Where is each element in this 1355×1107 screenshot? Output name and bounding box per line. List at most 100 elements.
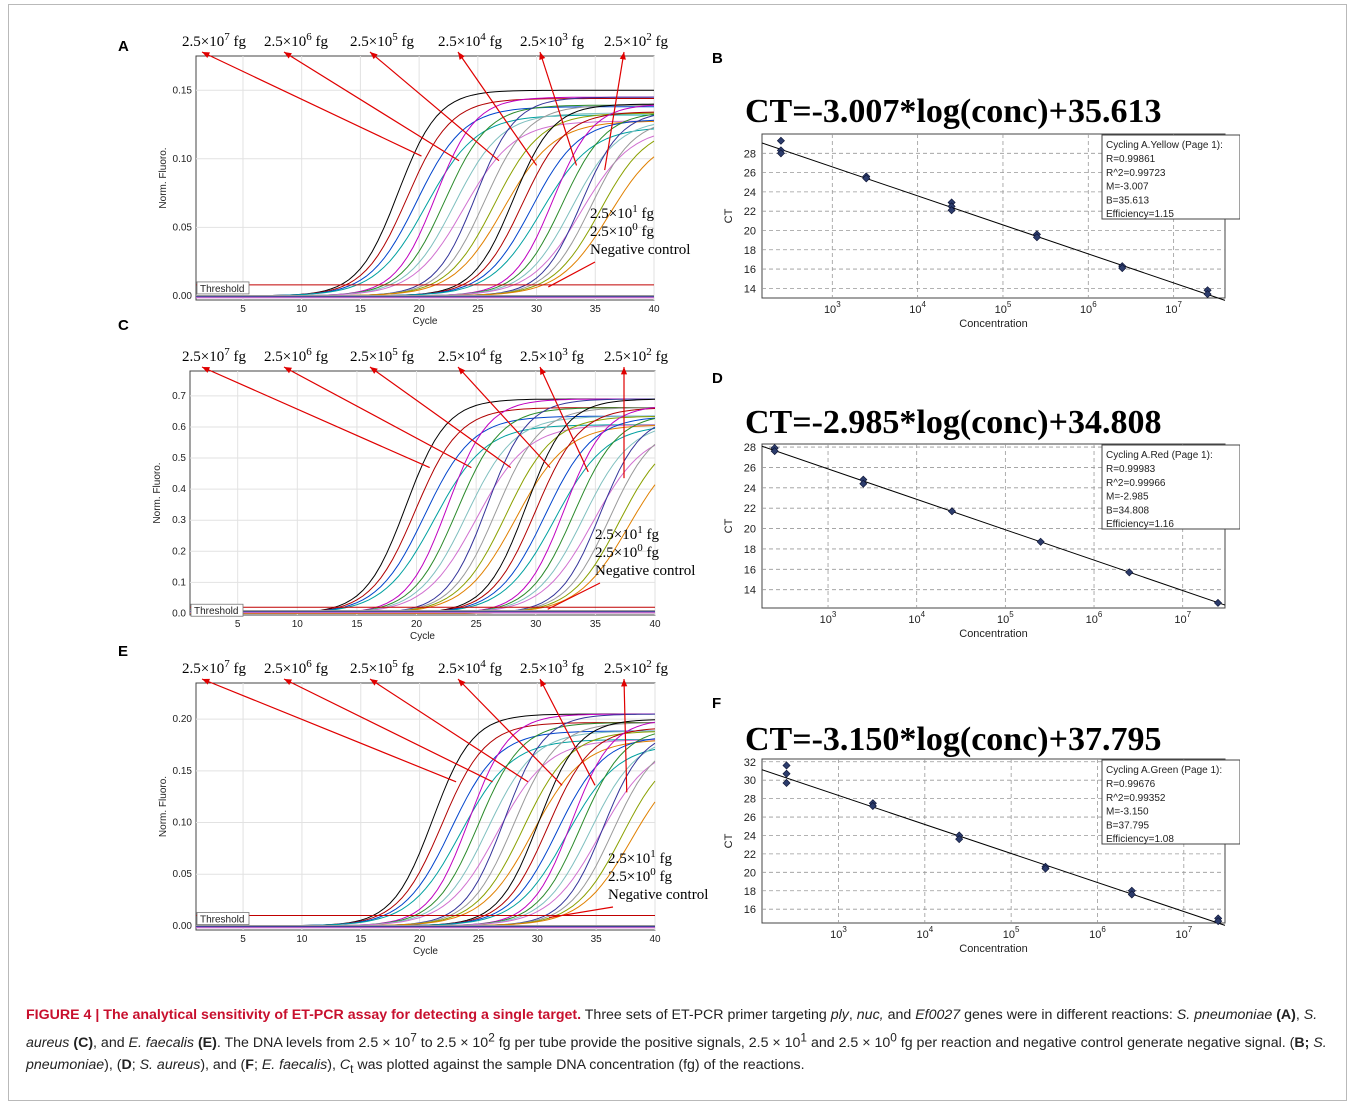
negative-label: 2.5×101 fg — [595, 524, 659, 543]
y-tick-label: 20 — [744, 867, 756, 879]
threshold-label-box: Threshold — [196, 912, 250, 926]
annotation-arrow-line — [457, 51, 538, 166]
x-tick-label: 20 — [414, 934, 426, 945]
stats-legend-line: M=-3.150 — [1106, 807, 1149, 818]
annotation-arrow-line — [201, 366, 430, 469]
x-tick-label: 20 — [411, 619, 423, 630]
annotation-arrowhead — [619, 52, 626, 60]
annotation-arrow-line — [539, 51, 578, 166]
negative-label: 2.5×100 fg — [595, 542, 659, 561]
x-tick-label: 25 — [471, 619, 483, 630]
y-tick-label: 0.1 — [172, 577, 186, 588]
annotation-arrowhead — [540, 679, 547, 687]
x-axis-label: Concentration — [959, 943, 1028, 955]
y-tick-label: 0.00 — [173, 921, 193, 932]
equation-f: CT=-3.150*log(conc)+37.795 — [745, 721, 1162, 758]
y-tick-label: 0.0 — [172, 608, 186, 619]
x-tick-label: 104 — [916, 925, 933, 941]
annotation-arrow-line — [283, 366, 472, 469]
threshold-label: Threshold — [194, 606, 238, 617]
annotation-arrowhead — [620, 367, 628, 375]
panel-label-c: C — [118, 317, 129, 334]
y-tick-label: 16 — [744, 564, 756, 576]
annotation-arrowhead — [458, 679, 466, 687]
y-tick-label: 22 — [744, 503, 756, 515]
data-point — [776, 149, 785, 158]
y-tick-label: 26 — [744, 812, 756, 824]
x-tick-label: 40 — [648, 304, 660, 315]
negative-label: 2.5×101 fg — [608, 848, 672, 867]
x-tick-label: 35 — [590, 304, 602, 315]
y-tick-label: 30 — [744, 775, 756, 787]
panel-label-b: B — [712, 50, 723, 67]
y-tick-label: 0.6 — [172, 422, 186, 433]
x-tick-label: 107 — [1174, 610, 1191, 626]
x-tick-label: 10 — [296, 304, 308, 315]
y-tick-label: 24 — [744, 187, 756, 199]
stats-legend-line: R=0.99861 — [1106, 154, 1156, 165]
equation-d: CT=-2.985*log(conc)+34.808 — [745, 404, 1162, 441]
y-tick-label: 0.5 — [172, 453, 186, 464]
y-tick-label: 18 — [744, 886, 756, 898]
y-tick-label: 18 — [744, 245, 756, 257]
x-tick-label: 15 — [355, 934, 367, 945]
annotation-arrow-line — [201, 51, 422, 157]
annotation-arrow-line — [283, 51, 460, 162]
y-tick-label: 16 — [744, 264, 756, 276]
amplification-curve — [190, 484, 656, 614]
x-tick-label: 15 — [355, 304, 367, 315]
x-axis-label: Cycle — [410, 631, 435, 642]
stats-legend-title: Cycling A.Green (Page 1): — [1106, 765, 1222, 776]
panel-label-e: E — [118, 643, 129, 660]
y-tick-label: 14 — [744, 283, 756, 295]
data-point — [1213, 598, 1223, 607]
stats-legend-line: R^2=0.99723 — [1106, 168, 1166, 179]
negative-label: Negative control — [595, 563, 695, 579]
y-tick-label: 22 — [744, 206, 756, 218]
x-tick-label: 15 — [351, 619, 363, 630]
stats-legend-line: Efficiency=1.08 — [1106, 834, 1174, 845]
stats-legend: Cycling A.Red (Page 1): R=0.99983 R^2=0.99… — [1101, 444, 1240, 530]
dilution-label: 2.5×104 fg — [438, 658, 502, 677]
annotation-arrow-line — [457, 366, 551, 469]
x-tick-label: 10 — [292, 619, 304, 630]
negative-label: Negative control — [590, 242, 690, 258]
annotation-arrowhead — [370, 679, 378, 686]
y-tick-label: 0.15 — [173, 766, 193, 777]
y-tick-label: 18 — [744, 544, 756, 556]
caption-label: FIGURE 4 | The analytical sensitivity of… — [26, 1007, 582, 1023]
annotation-arrowhead — [370, 52, 378, 60]
data-point — [776, 136, 785, 145]
negative-arrow-line — [548, 261, 596, 288]
dilution-label: 2.5×102 fg — [604, 658, 668, 677]
dilution-label: 2.5×105 fg — [350, 346, 414, 365]
data-point — [1214, 917, 1223, 926]
x-tick-label: 25 — [472, 304, 484, 315]
stats-legend-title: Cycling A.Red (Page 1): — [1106, 450, 1213, 461]
y-tick-label: 28 — [744, 794, 756, 806]
stats-legend-line: B=34.808 — [1106, 505, 1150, 516]
y-tick-label: 0.10 — [173, 154, 193, 165]
y-tick-label: 14 — [744, 585, 756, 597]
regression-line — [761, 445, 1226, 606]
threshold-label: Threshold — [200, 284, 244, 295]
stats-legend-line: Efficiency=1.16 — [1106, 519, 1174, 530]
data-point — [1041, 864, 1050, 873]
x-tick-label: 30 — [532, 934, 544, 945]
x-tick-label: 5 — [235, 619, 241, 630]
amplification-chart-c: 5 10 15 20 25 30 35 40 0.0 0.1 0.2 0.3 0.4 0.5 0.6 0.7 C… — [152, 346, 695, 642]
y-tick-label: 0.15 — [173, 85, 193, 96]
standard-curve-chart-d: 14 16 18 20 22 24 26 28 103 104 105 106 107 Concentra… — [723, 442, 1240, 640]
dilution-label: 2.5×102 fg — [604, 346, 668, 365]
x-tick-label: 5 — [240, 304, 246, 315]
panel-label-f: F — [712, 695, 722, 712]
regression-line — [761, 142, 1226, 301]
y-axis-label: Norm. Fluoro. — [158, 147, 169, 208]
dilution-label: 2.5×103 fg — [520, 658, 584, 677]
plot-area — [195, 55, 655, 301]
threshold-label-box: Threshold — [196, 281, 250, 295]
threshold-box — [196, 281, 250, 295]
y-axis-label: CT — [723, 208, 735, 223]
x-tick-label: 35 — [591, 934, 603, 945]
x-tick-label: 20 — [414, 304, 426, 315]
